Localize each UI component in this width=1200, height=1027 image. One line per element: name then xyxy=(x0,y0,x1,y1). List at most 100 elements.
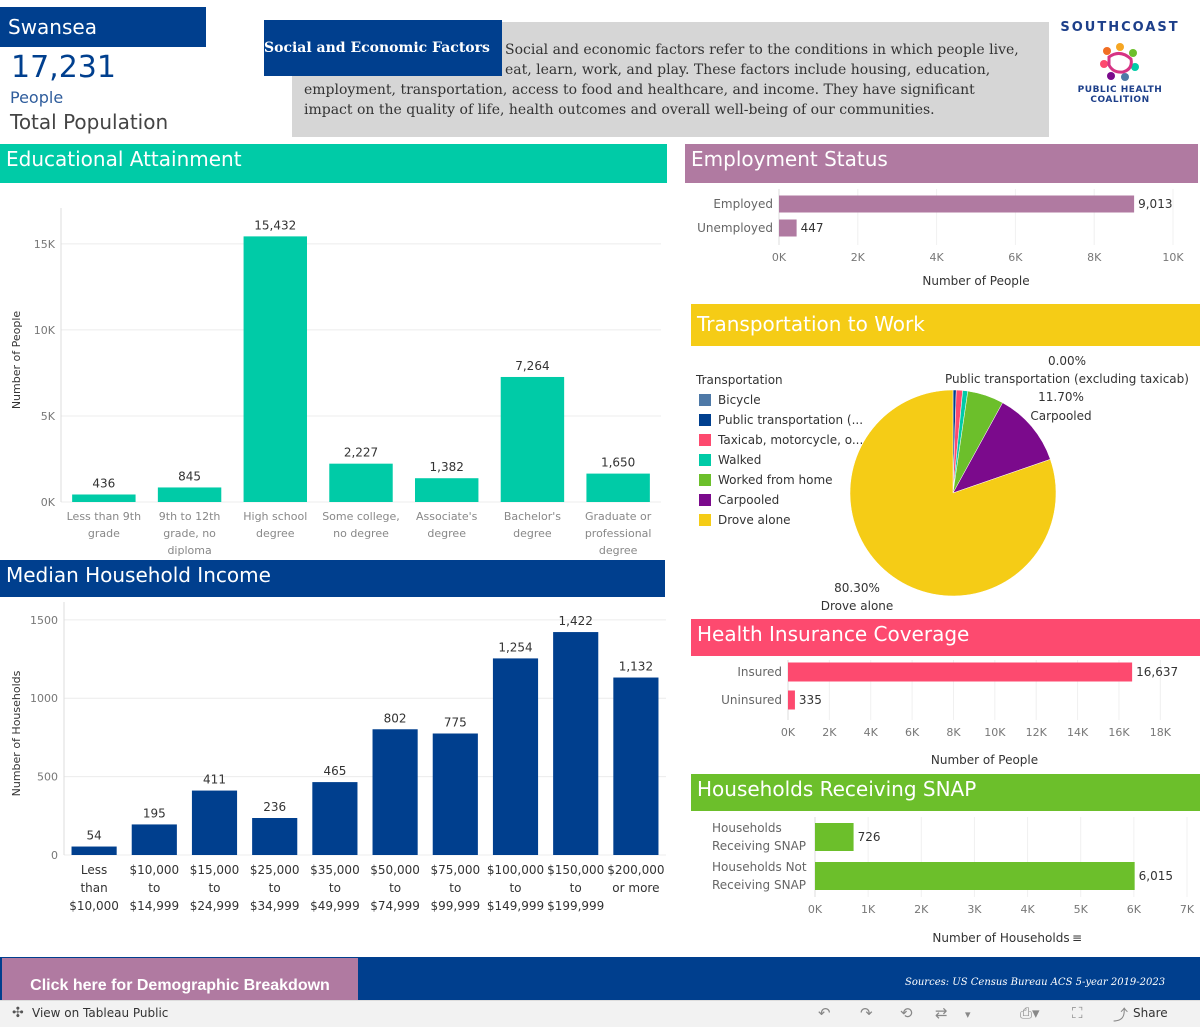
bar xyxy=(71,846,117,855)
bar xyxy=(252,818,298,855)
category-label: Bachelor's xyxy=(504,510,561,523)
x-tick-label: 6K xyxy=(905,726,920,739)
bar xyxy=(372,729,418,855)
category-label: $25,000 xyxy=(250,863,300,877)
category-label: than xyxy=(80,881,107,895)
description-text-line1: Social and economic factors refer to the… xyxy=(505,42,1019,78)
category-label: to xyxy=(269,881,281,895)
category-label: or more xyxy=(612,881,659,895)
bar xyxy=(432,733,478,855)
data-label: 1,254 xyxy=(498,640,532,654)
legend-swatch xyxy=(699,414,711,426)
legend-title: Transportation xyxy=(695,373,783,387)
legend-swatch xyxy=(699,394,711,406)
category-label: professional xyxy=(585,527,652,540)
slice-percent-label: 11.70% xyxy=(1038,390,1084,404)
category-label: $150,000 xyxy=(547,863,604,877)
place-title: Swansea xyxy=(0,7,206,47)
download-icon[interactable]: ⎙▾ xyxy=(1020,1004,1040,1022)
revert-icon[interactable]: ⟲ xyxy=(900,1004,913,1022)
category-label: $199,999 xyxy=(547,899,604,913)
bar xyxy=(492,658,539,855)
legend-item: Taxicab, motorcycle, o... xyxy=(717,433,863,447)
bar xyxy=(72,494,136,502)
y-tick-label: 1500 xyxy=(30,614,58,627)
income-chart: 0 500 1000 1500 Number of Households 54 Less th… xyxy=(10,602,666,913)
refresh-icon[interactable]: ⇄ xyxy=(935,1004,948,1022)
bar xyxy=(157,487,222,502)
legend-swatch xyxy=(699,434,711,446)
employment-chart: 0K 2K 4K 6K 8K 10K 9,013 Employed 447 Unemployed N… xyxy=(697,189,1184,288)
category-label: degree xyxy=(256,527,295,540)
data-label: 802 xyxy=(384,711,407,725)
y-tick-label: 5K xyxy=(41,410,56,423)
data-label: 1,382 xyxy=(430,460,464,474)
category-label: $75,000 xyxy=(430,863,480,877)
bar xyxy=(613,677,659,855)
bar xyxy=(815,823,854,851)
legend-item: Worked from home xyxy=(718,473,833,487)
data-label: 726 xyxy=(858,830,881,844)
share-icon[interactable]: ⤴ xyxy=(1113,1006,1129,1024)
coalition-logo: SOUTHCOAST PUBLIC HEALTH COALITION xyxy=(1055,20,1185,115)
bar xyxy=(553,632,599,855)
category-label: High school xyxy=(243,510,307,523)
category-label: to xyxy=(389,881,401,895)
tableau-icon: ✣ xyxy=(12,1005,24,1021)
legend-item: Bicycle xyxy=(718,393,761,407)
data-label: 845 xyxy=(178,469,201,483)
bar xyxy=(329,463,393,502)
y-tick-label: 10K xyxy=(34,324,56,337)
legend-item: Carpooled xyxy=(718,493,779,507)
population-unit: People xyxy=(10,88,64,107)
bar xyxy=(191,790,238,855)
category-label: no degree xyxy=(333,527,389,540)
bar xyxy=(779,219,797,237)
share-button[interactable]: Share xyxy=(1133,1006,1168,1020)
transportation-chart: Transportation Bicycle Public transportati… xyxy=(695,354,1189,613)
insurance-chart: 0K 2K 4K 6K 8K 10K 12K 14K 16K 18K 16,637 Insured 33… xyxy=(721,660,1178,767)
x-tick-label: 2K xyxy=(822,726,837,739)
legend-swatch xyxy=(699,514,711,526)
bar xyxy=(131,824,177,855)
bar xyxy=(779,195,1135,213)
slice-name-label: Carpooled xyxy=(1030,409,1091,423)
category-label: to xyxy=(570,881,582,895)
x-tick-label: 7K xyxy=(1180,903,1195,916)
category-label: Households xyxy=(712,821,782,835)
bar xyxy=(586,473,650,502)
category-label: grade, no xyxy=(163,527,216,540)
category-label: $50,000 xyxy=(370,863,420,877)
bar xyxy=(788,662,1133,682)
category-label: to xyxy=(509,881,521,895)
data-label: 54 xyxy=(86,829,101,843)
education-title: Educational Attainment xyxy=(0,144,667,183)
category-label: Less than 9th xyxy=(67,510,141,523)
x-tick-label: 0K xyxy=(772,251,787,264)
description-title: Social and Economic Factors xyxy=(264,20,502,76)
population-label: Total Population xyxy=(10,110,169,134)
category-label: Some college, xyxy=(322,510,400,523)
x-tick-label: 6K xyxy=(1127,903,1142,916)
logo-sub-line2: COALITION xyxy=(1090,95,1150,105)
demographic-breakdown-button[interactable]: Click here for Demographic Breakdown xyxy=(2,958,358,1000)
bar xyxy=(415,478,479,502)
fullscreen-icon[interactable]: ⛶ xyxy=(1072,1004,1083,1022)
data-label: 335 xyxy=(799,693,822,707)
undo-icon[interactable]: ↶ xyxy=(818,1004,831,1022)
x-tick-label: 8K xyxy=(1087,251,1102,264)
x-tick-label: 4K xyxy=(1020,903,1035,916)
category-label: $10,000 xyxy=(129,863,179,877)
slice-percent-label: 80.30% xyxy=(834,581,880,595)
x-tick-label: 2K xyxy=(914,903,929,916)
data-label: 9,013 xyxy=(1138,197,1172,211)
legend-swatch xyxy=(699,454,711,466)
chevron-down-icon[interactable]: ▾ xyxy=(965,1008,971,1021)
view-on-tableau-link[interactable]: View on Tableau Public xyxy=(32,1006,169,1020)
snap-title: Households Receiving SNAP xyxy=(691,774,1200,811)
category-label: $10,000 xyxy=(69,899,119,913)
redo-icon[interactable]: ↷ xyxy=(860,1004,873,1022)
x-tick-label: 2K xyxy=(851,251,866,264)
data-label: 447 xyxy=(801,221,824,235)
employment-title: Employment Status xyxy=(685,144,1198,183)
